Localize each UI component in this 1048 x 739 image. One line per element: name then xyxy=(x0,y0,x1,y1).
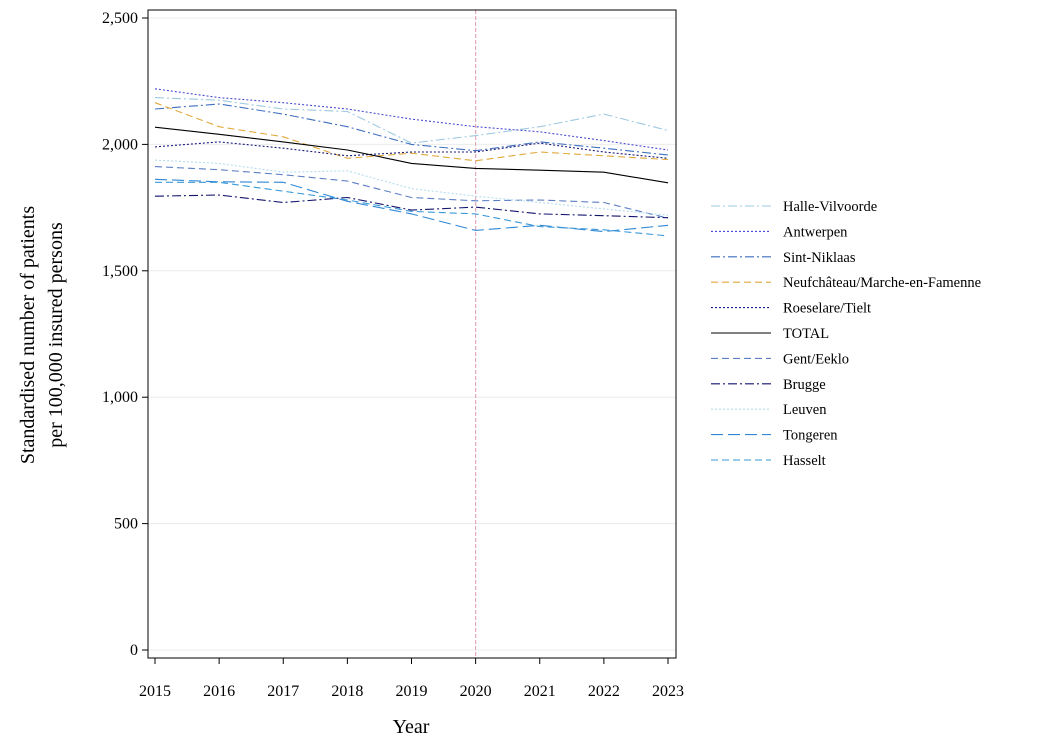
series-line-gent-eeklo xyxy=(154,166,669,219)
legend-item: TOTAL xyxy=(711,326,829,342)
series-line-hasselt xyxy=(155,181,669,237)
legend-item: Antwerpen xyxy=(711,224,848,240)
y-tick-label: 1,000 xyxy=(102,389,138,406)
series-line-leuven xyxy=(154,159,669,216)
x-tick-label: 2019 xyxy=(396,683,428,700)
y-tick-label: 0 xyxy=(130,642,138,659)
legend-label: Roeselare/Tielt xyxy=(783,301,871,317)
x-tick-label: 2017 xyxy=(267,683,299,700)
legend-label: Hasselt xyxy=(783,453,826,469)
legend-label: Brugge xyxy=(783,377,826,393)
series-line-sint-niklaas xyxy=(154,103,669,156)
x-tick-label: 2018 xyxy=(331,683,363,700)
legend-label: Halle-Vilvoorde xyxy=(783,199,877,215)
legend: Halle-Vilvoorde Antwerpen Sint-Niklaas Neuf… xyxy=(711,199,981,469)
series-line-antwerpen xyxy=(154,88,669,151)
legend-item: Gent/Eeklo xyxy=(711,351,849,367)
legend-item: Halle-Vilvoorde xyxy=(711,199,877,215)
series-line-neufch-teau-marche-en-famenne xyxy=(154,102,669,162)
series-lines xyxy=(154,88,669,237)
legend-item: Roeselare/Tielt xyxy=(711,301,871,317)
legend-item: Tongeren xyxy=(711,428,838,444)
series-line-brugge xyxy=(154,194,669,219)
legend-item: Sint-Niklaas xyxy=(711,250,856,266)
legend-label: Leuven xyxy=(783,402,827,418)
x-tick-label: 2022 xyxy=(588,683,620,700)
legend-label: Neufchâteau/Marche-en-Famenne xyxy=(783,275,981,291)
x-tick-label: 2016 xyxy=(203,683,235,700)
legend-label: TOTAL xyxy=(783,326,829,342)
gridlines xyxy=(148,17,676,651)
x-tick-label: 2020 xyxy=(460,683,492,700)
x-tick-label: 2015 xyxy=(139,683,171,700)
legend-item: Brugge xyxy=(711,377,826,393)
series-line-tongeren xyxy=(154,178,669,233)
series-line-total xyxy=(154,126,669,184)
x-axis-title: Year xyxy=(393,716,430,738)
legend-item: Leuven xyxy=(711,402,827,418)
y-tick-label: 500 xyxy=(114,516,138,533)
y-axis-title-line-1: Standardised number of patients xyxy=(17,206,39,464)
y-axis-title-line-2: per 100,000 insured persons xyxy=(45,222,67,448)
legend-label: Antwerpen xyxy=(783,224,848,240)
plot-frame xyxy=(147,9,677,659)
y-axis-ticks: 0 500 1,000 1,500 2,000 2,500 xyxy=(102,10,148,659)
legend-label: Tongeren xyxy=(783,428,838,444)
x-tick-label: 2021 xyxy=(524,683,556,700)
y-tick-label: 2,500 xyxy=(102,10,138,27)
y-tick-label: 2,000 xyxy=(102,136,138,153)
legend-item: Hasselt xyxy=(711,453,826,469)
legend-label: Sint-Niklaas xyxy=(783,250,856,266)
legend-item: Neufchâteau/Marche-en-Famenne xyxy=(711,275,981,291)
x-axis-ticks: 2015 2016 2017 2018 2019 2020 2021 2022 2023 xyxy=(139,658,684,700)
y-tick-label: 1,500 xyxy=(102,263,138,280)
series-line-halle-vilvoorde xyxy=(154,97,669,144)
legend-label: Gent/Eeklo xyxy=(783,351,849,367)
x-tick-label: 2023 xyxy=(652,683,684,700)
y-axis-title: Standardised number of patients per 100,… xyxy=(17,206,67,464)
series-line-roeselare-tielt xyxy=(154,141,669,159)
